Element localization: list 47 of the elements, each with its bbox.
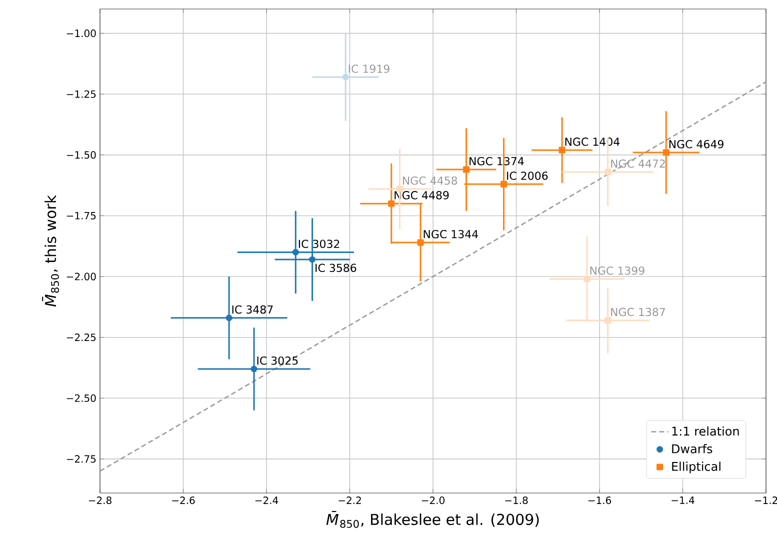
point: [309, 256, 316, 263]
data-label: NGC 1399: [590, 266, 644, 275]
y-tick-label: −1.75: [66, 212, 96, 220]
data-label: IC 1919: [348, 64, 390, 73]
y-tick-label: −2.25: [66, 334, 96, 342]
data-label: IC 3032: [298, 240, 340, 248]
x-tick-label: −2.0: [422, 496, 444, 504]
data-label: NGC 4649: [669, 140, 724, 148]
legend-label: Dwarfs: [672, 444, 712, 454]
point: [604, 168, 612, 176]
x-tick-label: −1.2: [754, 496, 777, 504]
y-tick-label: −1.50: [66, 151, 96, 159]
point: [342, 74, 349, 80]
x-tick-label: −1.4: [672, 496, 694, 504]
y-tick-label: −2.00: [66, 272, 96, 280]
data-label: NGC 1387: [611, 308, 665, 316]
point: [558, 146, 566, 154]
point: [584, 276, 590, 282]
x-tick-label: −2.2: [338, 496, 361, 504]
point: [604, 317, 612, 324]
y-tick-label: −2.50: [66, 394, 96, 402]
data-label: NGC 1344: [424, 230, 478, 238]
point: [292, 248, 299, 256]
point: [463, 166, 470, 173]
y-tick-label: −1.00: [66, 30, 96, 38]
data-label: IC 3025: [257, 356, 298, 365]
point: [226, 314, 232, 322]
legend-label: 1:1 relation: [672, 426, 739, 436]
point: [388, 200, 395, 207]
point: [500, 180, 508, 188]
x-tick-label: −2.8: [88, 496, 112, 504]
legend-label: Elliptical: [672, 462, 720, 474]
y-tick-label: −1.25: [66, 90, 96, 98]
y-tick-label: −2.75: [66, 455, 96, 463]
point: [417, 239, 424, 246]
x-axis-title: M̄$_{850}$, Blakeslee et al. (2009): [326, 510, 539, 528]
point: [662, 149, 670, 156]
x-tick-label: −1.6: [588, 496, 612, 504]
x-tick-label: −2.6: [172, 496, 195, 504]
data-label: NGC 4458: [402, 176, 458, 185]
data-label: IC 3487: [232, 305, 273, 314]
y-axis-title: M̄$_{850}$, this work: [42, 195, 59, 307]
data-label: IC 2006: [507, 172, 548, 180]
x-tick-label: −1.8: [505, 496, 528, 504]
x-tick-label: −2.4: [255, 496, 278, 504]
data-label: IC 3586: [316, 264, 356, 272]
point: [250, 366, 258, 372]
